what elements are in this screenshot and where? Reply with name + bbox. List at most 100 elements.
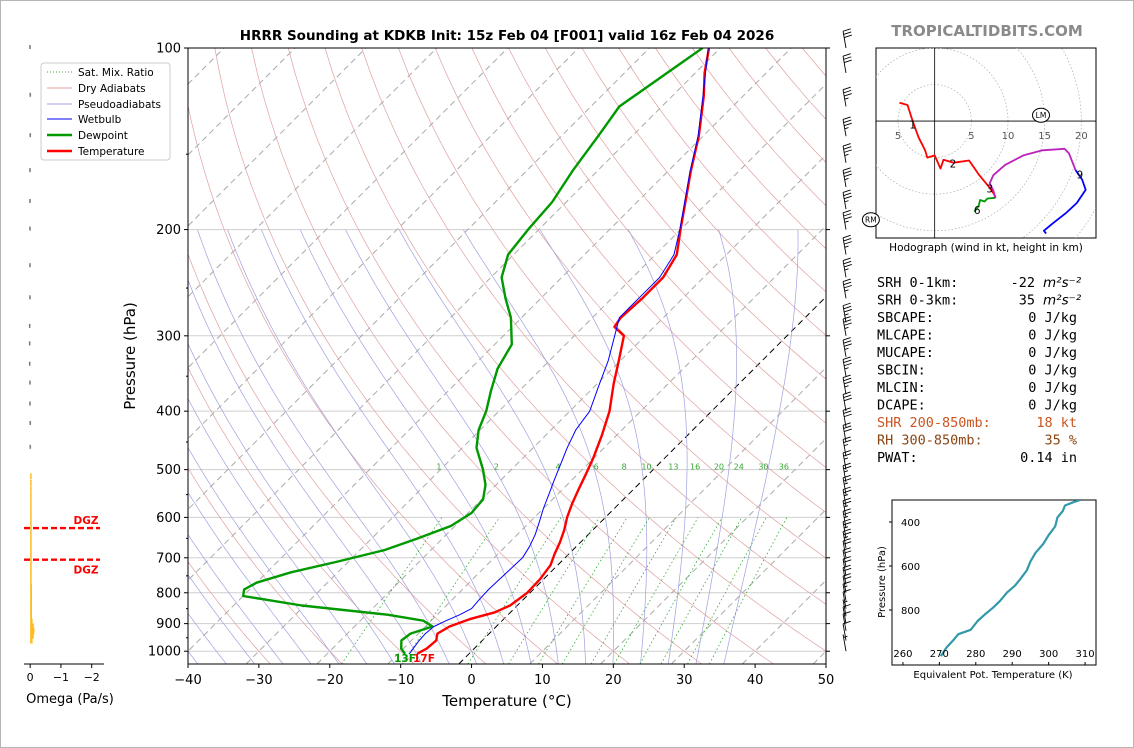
barb-half-flag <box>844 347 849 350</box>
omega-bar <box>29 226 31 231</box>
wind-barb <box>842 257 852 278</box>
isotherm-line <box>671 508 826 664</box>
legend-pseudoadiabats: Pseudoadiabats <box>78 99 161 111</box>
barb-flag <box>844 59 852 63</box>
omega-bar <box>29 295 31 300</box>
theta-e-line <box>939 500 1081 657</box>
y-tick-label: 500 <box>156 463 181 478</box>
param-label: PWAT: <box>877 450 918 466</box>
wind-barb <box>842 86 852 107</box>
pseudoadiabat-line <box>723 229 799 664</box>
omega-bar <box>30 534 32 541</box>
barb-flag <box>843 119 852 123</box>
pseudoadiabat-line <box>188 446 340 664</box>
param-label: MUCAPE: <box>877 345 934 361</box>
barb-flag <box>842 391 851 395</box>
barb-flag <box>843 478 852 482</box>
wind-barb <box>842 28 852 49</box>
barb-flag <box>842 486 851 490</box>
barb-flag <box>844 413 852 418</box>
mixing-ratio-line <box>467 517 562 664</box>
dry-adiabat-line <box>434 48 826 513</box>
mixing-ratio-line <box>709 517 788 664</box>
skewt-xlabel: Temperature (°C) <box>441 692 571 710</box>
pseudoadiabat-line <box>398 229 586 664</box>
mixing-ratio-label: 13 <box>668 462 678 471</box>
omega-bar <box>30 557 32 564</box>
barb-half-flag <box>843 600 848 603</box>
omega-bar <box>30 568 32 575</box>
mixing-ratio-line <box>639 517 723 664</box>
barb-half-flag <box>844 200 849 203</box>
theta-e-x-tick-label: 310 <box>1076 649 1095 660</box>
y-tick-label: 400 <box>156 405 181 420</box>
x-tick-label: 40 <box>747 673 764 688</box>
wind-barb <box>842 189 852 210</box>
chart-title: HRRR Sounding at KDKB Init: 15z Feb 04 [… <box>240 28 774 44</box>
mixing-ratio-line <box>590 517 677 664</box>
mixing-ratio-label: 24 <box>734 462 744 471</box>
barb-flag <box>843 340 852 344</box>
pseudoadiabat-line <box>188 342 395 664</box>
wind-barb <box>842 486 852 507</box>
pseudoadiabat-line <box>188 279 423 664</box>
barb-flag <box>842 462 851 467</box>
barb-flag <box>844 195 852 200</box>
wind-barb <box>842 167 852 188</box>
omega-bar <box>29 45 31 49</box>
param-label: MLCAPE: <box>877 328 934 344</box>
omega-bar <box>29 380 31 385</box>
param-unit: m²s⁻² <box>1043 293 1082 309</box>
parameter-table: SRH 0-1km: -22 m²s⁻² SRH 0-3km: 35 m²s⁻² SBCAP… <box>877 275 1082 466</box>
skewt-axes-frame <box>187 47 827 665</box>
barb-flag <box>842 234 851 239</box>
mixing-ratio-label: 36 <box>779 462 789 471</box>
dry-adiabat-line <box>544 48 826 380</box>
pseudoadiabat-line <box>299 229 532 664</box>
legend-dewpoint: Dewpoint <box>78 130 128 142</box>
param-value: -22 <box>1011 275 1035 291</box>
barb-flag <box>844 263 852 268</box>
pseudoadiabat-line <box>188 397 368 664</box>
param-label: SHR 200-850mb: <box>877 415 991 431</box>
isotherm-line <box>600 437 826 664</box>
barb-flag <box>844 216 852 220</box>
isotherm-line <box>188 48 721 582</box>
theta-e-y-tick-label: 400 <box>901 518 920 529</box>
barb-half-flag <box>844 470 849 473</box>
param-value: 0 J/kg <box>1028 310 1077 326</box>
param-value: 18 kt <box>1036 415 1077 431</box>
barb-half-flag <box>844 220 849 223</box>
legend-wetbulb: Wetbulb <box>78 114 122 126</box>
barb-flag <box>843 359 852 364</box>
isotherm-line <box>188 48 579 440</box>
barb-flag <box>844 241 852 245</box>
barb-flag <box>842 316 851 320</box>
omega-bar <box>29 263 31 268</box>
barb-flag <box>843 377 852 382</box>
brand-watermark: TROPICALTIDBITS.COM <box>891 22 1083 40</box>
barb-half-flag <box>844 457 849 460</box>
wind-barb <box>842 209 852 230</box>
omega-bar <box>30 492 32 499</box>
omega-bar <box>30 473 32 480</box>
barb-flag <box>842 374 851 378</box>
barb-flag <box>844 173 852 177</box>
theta-e-x-tick-label: 290 <box>1003 649 1022 660</box>
param-label: MLCIN: <box>877 380 926 396</box>
wind-barb <box>842 337 852 357</box>
param-value: 0 J/kg <box>1028 398 1077 414</box>
hodo-segment <box>973 196 996 213</box>
omega-bar <box>30 516 32 523</box>
theta-e-x-tick-label: 300 <box>1039 649 1058 660</box>
barb-flag <box>842 28 851 32</box>
barb-staff <box>842 613 847 631</box>
omega-tick-label: 0 <box>27 671 34 684</box>
pseudoadiabat-line <box>197 229 450 664</box>
mixing-ratio-line <box>613 517 699 664</box>
theta-e-ylabel: Pressure (hPa) <box>877 546 888 618</box>
pseudoadiabat-line <box>539 229 648 664</box>
barb-flag <box>842 302 851 307</box>
barb-flag <box>844 122 852 127</box>
wind-barb <box>842 449 852 470</box>
